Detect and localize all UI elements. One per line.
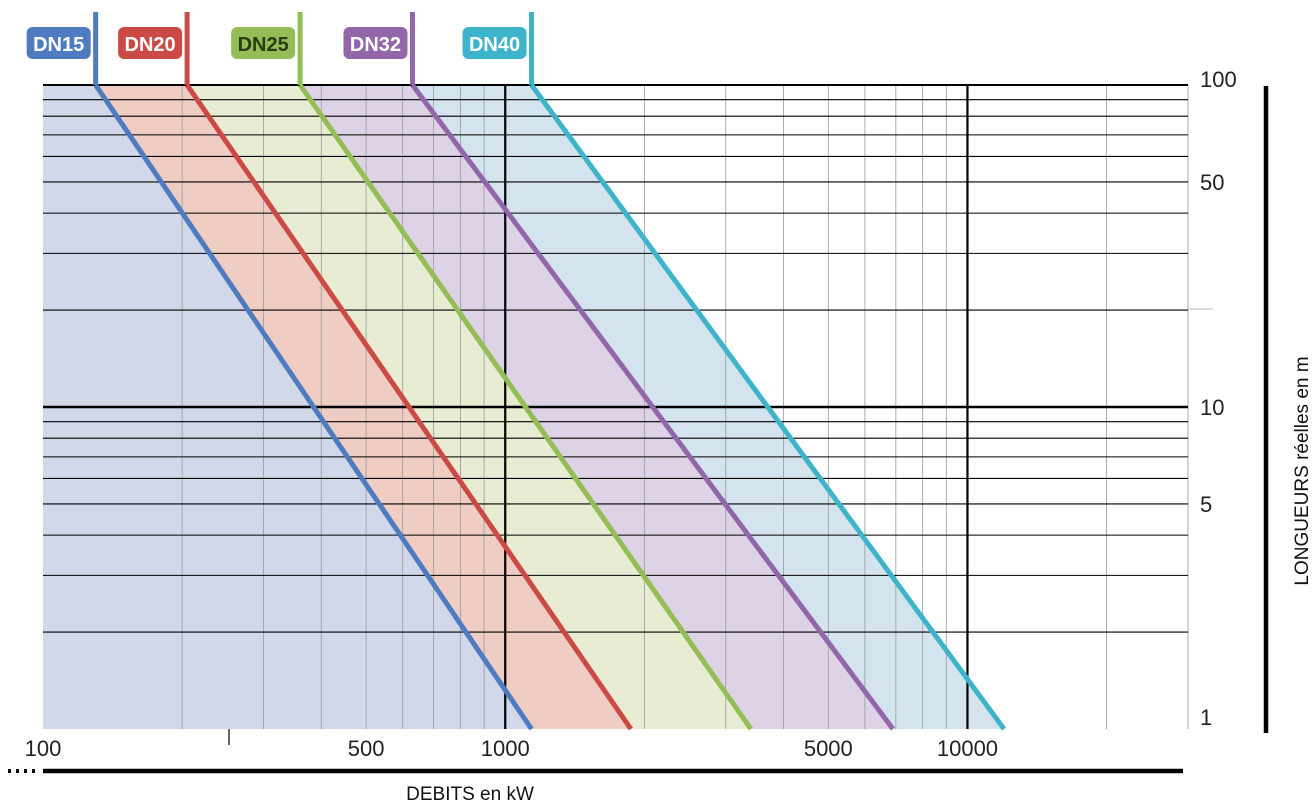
series-line-dn25 <box>298 83 753 731</box>
axes <box>8 86 1269 774</box>
x-tick-label: 100 <box>25 736 62 761</box>
legend-label-dn40: DN40 <box>469 34 520 56</box>
x-tick-label: 10000 <box>937 736 998 761</box>
x-tick-label: 5000 <box>804 736 853 761</box>
grid <box>43 84 1189 729</box>
legend-label-dn20: DN20 <box>125 34 176 56</box>
y-tick-label: 50 <box>1200 170 1224 195</box>
y-tick-label: 5 <box>1200 492 1212 517</box>
legend: DN15 DN20 DN25 DN32 DN40 <box>26 12 535 85</box>
legend-label-dn32: DN32 <box>350 34 401 56</box>
series-line-dn15 <box>93 83 534 731</box>
x-axis-title: DEBITS en kW <box>406 784 534 805</box>
legend-badge-dn40 <box>462 27 527 59</box>
legend-badge-dn20 <box>118 27 183 59</box>
legend-label-dn15: DN15 <box>33 34 84 56</box>
series-line-dn20 <box>185 83 633 731</box>
series-lines <box>93 83 1007 731</box>
legend-label-dn25: DN25 <box>238 34 289 56</box>
y-tick-label: 10 <box>1200 395 1224 420</box>
x-tick-label: 1000 <box>481 736 530 761</box>
tick-labels: 100 500 1000 5000 10000 100 50 10 5 1 <box>25 67 1237 761</box>
legend-badge-dn32 <box>343 27 408 59</box>
legend-badge-dn25 <box>231 27 296 59</box>
y-tick-label: 100 <box>1200 67 1237 92</box>
series-line-dn40 <box>529 83 1007 731</box>
y-tick-label: 1 <box>1200 705 1212 730</box>
series-line-dn32 <box>410 83 895 731</box>
legend-badge-dn15 <box>26 27 91 59</box>
y-axis-title: LONGUEURS réelles en m <box>1292 356 1313 585</box>
x-tick-label: 500 <box>348 736 385 761</box>
